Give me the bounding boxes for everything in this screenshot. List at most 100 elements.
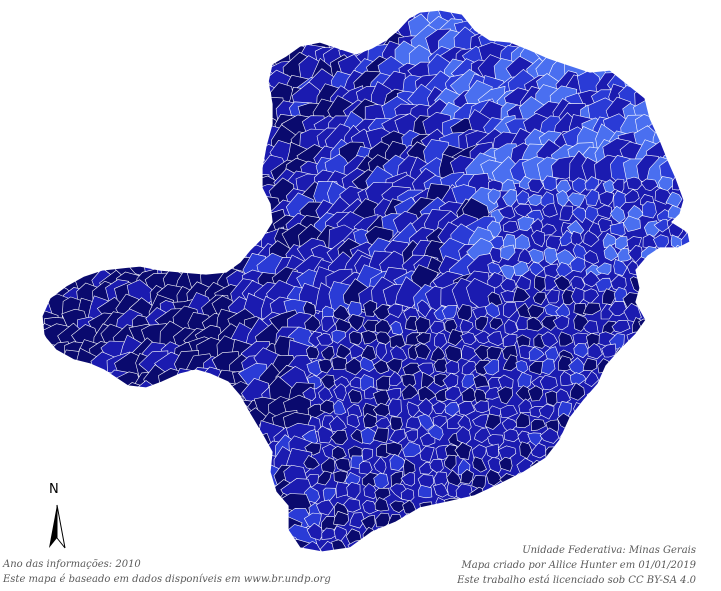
municipality-cell (89, 71, 119, 102)
municipality-cell (230, 479, 263, 508)
municipality-cell (103, 209, 138, 237)
municipality-cell (614, 358, 632, 378)
municipality-cell (100, 166, 132, 198)
municipality-cell (166, 212, 197, 247)
municipality-cell (673, 16, 690, 46)
municipality-cell (60, 230, 88, 254)
municipality-cell (190, 103, 219, 134)
municipality-cell (42, 222, 46, 255)
municipality-cell (244, 15, 275, 49)
municipality-cell (77, 73, 107, 102)
municipality-cell (119, 116, 141, 143)
municipality-cell (585, 188, 600, 206)
municipality-cell (103, 142, 135, 171)
municipality-cell (281, 10, 313, 15)
municipality-cell (176, 10, 201, 23)
municipality-cell (685, 429, 690, 445)
municipality-cell (559, 205, 574, 222)
municipality-cell (74, 458, 104, 493)
municipality-cell (212, 19, 241, 51)
municipality-cell (569, 372, 587, 385)
municipality-cell (433, 513, 448, 533)
municipality-cell (345, 357, 364, 376)
municipality-cell (124, 506, 159, 535)
municipality-cell (680, 362, 690, 376)
municipality-cell (247, 96, 273, 126)
municipality-cell (622, 215, 641, 232)
municipality-cell (42, 229, 60, 254)
municipality-cell (199, 11, 230, 45)
municipality-cell (667, 103, 690, 134)
municipality-cell (86, 535, 120, 552)
municipality-cell (359, 356, 376, 372)
municipality-cell (473, 374, 490, 389)
municipality-cell (106, 226, 136, 258)
municipality-cell (217, 86, 244, 120)
municipality-cell (130, 98, 159, 127)
municipality-cell (585, 499, 597, 516)
municipality-cell (112, 199, 143, 232)
municipality-cell (225, 521, 256, 551)
caption-license: Este trabalho está licenciado sob CC BY-… (457, 575, 696, 586)
municipality-cell (102, 185, 128, 213)
municipality-cell (346, 481, 361, 500)
municipality-cell (86, 154, 118, 187)
municipality-cell (670, 275, 687, 290)
municipality-cell (624, 189, 640, 203)
municipality-cell (212, 72, 245, 105)
municipality-cell (85, 238, 117, 267)
municipality-cell (42, 10, 62, 14)
municipality-cell (685, 273, 690, 289)
municipality-cell (170, 411, 201, 440)
municipality-cell (677, 89, 690, 113)
municipality-cell (682, 400, 690, 415)
municipality-cell (656, 472, 671, 488)
municipality-cell (223, 485, 255, 519)
municipality-cell (683, 218, 690, 235)
municipality-cell (111, 27, 145, 59)
municipality-cell (685, 376, 690, 390)
municipality-cell (54, 87, 88, 113)
municipality-cell (682, 262, 690, 278)
municipality-cell (614, 347, 632, 365)
municipality-cell (586, 457, 603, 475)
municipality-cell (87, 412, 119, 442)
municipality-cell (221, 150, 250, 181)
municipality-cell (414, 529, 431, 546)
municipality-cell (458, 400, 476, 416)
municipality-cell (42, 239, 56, 272)
municipality-cell (523, 19, 555, 49)
municipality-cell (158, 39, 193, 73)
municipality-cell (459, 539, 476, 552)
municipality-cell (663, 114, 690, 143)
municipality-cell (88, 31, 117, 60)
municipality-cell (644, 328, 661, 343)
municipality-cell (42, 26, 43, 62)
municipality-cell (42, 85, 60, 116)
municipality-cell (596, 204, 612, 220)
municipality-cell (42, 11, 48, 43)
municipality-cell (42, 200, 63, 227)
municipality-cell (312, 13, 337, 45)
municipality-cell (347, 313, 365, 332)
municipality-cell (42, 268, 58, 298)
municipality-cell (72, 507, 103, 536)
municipality-cell (646, 87, 679, 119)
municipality-cell (64, 410, 91, 435)
municipality-cell (486, 468, 503, 487)
municipality-cell (616, 442, 630, 459)
municipality-cell (228, 144, 261, 170)
municipality-cell (156, 31, 188, 58)
municipality-cell (430, 527, 447, 544)
municipality-cell (609, 222, 626, 237)
municipality-cell (620, 30, 647, 57)
municipality-cell (332, 399, 347, 415)
municipality-cell (130, 172, 159, 201)
municipality-cell (636, 34, 666, 58)
caption-year: Ano das informações: 2010 (3, 559, 141, 570)
municipality-cell (42, 158, 44, 184)
municipality-cell (213, 451, 241, 481)
municipality-cell (42, 453, 48, 484)
municipality-cell (42, 75, 65, 105)
municipality-cell (244, 518, 274, 552)
